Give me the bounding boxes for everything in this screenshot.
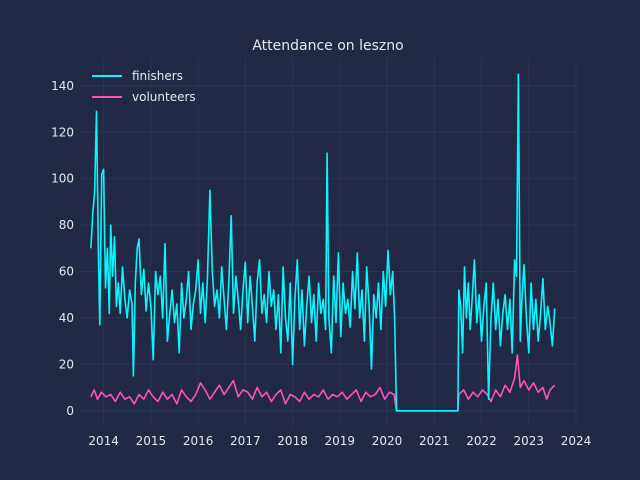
series-line-finishers <box>90 73 556 412</box>
y-tick-label: 100 <box>51 172 74 186</box>
y-tick-label: 80 <box>59 218 74 232</box>
x-tick-label: 2021 <box>419 434 450 448</box>
series-line-volunteers <box>90 354 556 412</box>
x-tick-label: 2017 <box>230 434 261 448</box>
x-tick-label: 2020 <box>372 434 403 448</box>
y-tick-label: 40 <box>59 311 74 325</box>
x-tick-label: 2022 <box>466 434 497 448</box>
y-axis-ticks: 0 20 40 60 80 100 120 140 <box>51 79 74 418</box>
y-tick-label: 140 <box>51 79 74 93</box>
x-tick-label: 2019 <box>325 434 356 448</box>
x-tick-label: 2016 <box>183 434 214 448</box>
y-tick-label: 20 <box>59 357 74 371</box>
x-tick-label: 2023 <box>513 434 544 448</box>
series-layer <box>90 73 556 412</box>
y-tick-label: 60 <box>59 265 74 279</box>
x-axis-ticks: 2014 2015 2016 2017 2018 2019 2020 2021 2022 2023… <box>88 434 591 448</box>
x-tick-label: 2014 <box>88 434 119 448</box>
x-tick-label: 2024 <box>561 434 592 448</box>
y-tick-label: 120 <box>51 125 74 139</box>
x-tick-label: 2018 <box>277 434 308 448</box>
legend: finishers volunteers <box>92 69 196 104</box>
x-tick-label: 2015 <box>136 434 167 448</box>
chart-title: Attendance on leszno <box>252 38 403 54</box>
y-tick-label: 0 <box>66 404 74 418</box>
legend-label-volunteers: volunteers <box>132 90 196 104</box>
legend-label-finishers: finishers <box>132 69 183 83</box>
